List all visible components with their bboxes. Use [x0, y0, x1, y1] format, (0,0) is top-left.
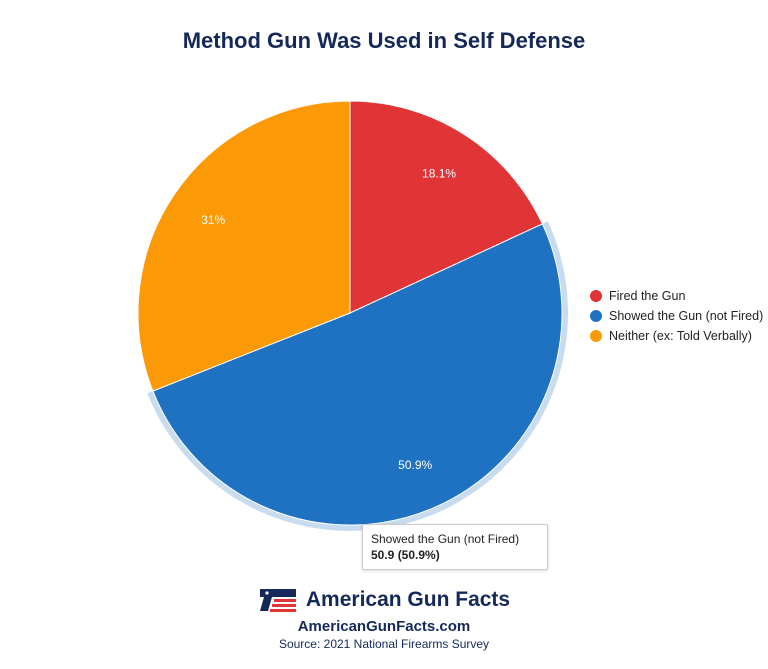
legend-label: Showed the Gun (not Fired)	[609, 309, 764, 323]
chart-title: Method Gun Was Used in Self Defense	[182, 28, 586, 53]
site-url[interactable]: AmericanGunFacts.com	[297, 618, 471, 635]
gun-flag-logo-icon	[259, 589, 296, 612]
brand-name: American Gun Facts	[305, 588, 511, 611]
slice-label: 31%	[201, 213, 225, 227]
pie-slice[interactable]	[137, 100, 351, 392]
legend-item-neither[interactable]: Neither (ex: Told Verbally)	[590, 326, 763, 346]
footer: American Gun Facts AmericanGunFacts.com …	[0, 585, 768, 651]
legend-item-fired[interactable]: Fired the Gun	[590, 286, 763, 306]
slice-label: 18.1%	[422, 167, 456, 181]
legend-dot-icon	[590, 310, 602, 322]
brand: American Gun Facts	[0, 585, 768, 615]
legend-item-showed[interactable]: Showed the Gun (not Fired)	[590, 306, 763, 326]
legend-label: Neither (ex: Told Verbally)	[609, 329, 752, 343]
source-note: Source: 2021 National Firearms Survey	[278, 637, 490, 651]
tooltip-value: 50.9 (50.9%)	[371, 548, 440, 562]
tooltip-label: Showed the Gun (not Fired)	[371, 532, 520, 546]
legend: Fired the Gun Showed the Gun (not Fired)…	[590, 286, 763, 346]
pie-slice[interactable]	[349, 100, 544, 314]
legend-dot-icon	[590, 290, 602, 302]
tooltip: Showed the Gun (not Fired) 50.9 (50.9%)	[362, 524, 548, 570]
slice-label: 50.9%	[398, 458, 432, 472]
legend-label: Fired the Gun	[609, 289, 686, 303]
legend-dot-icon	[590, 330, 602, 342]
pie-slice[interactable]	[152, 223, 563, 526]
